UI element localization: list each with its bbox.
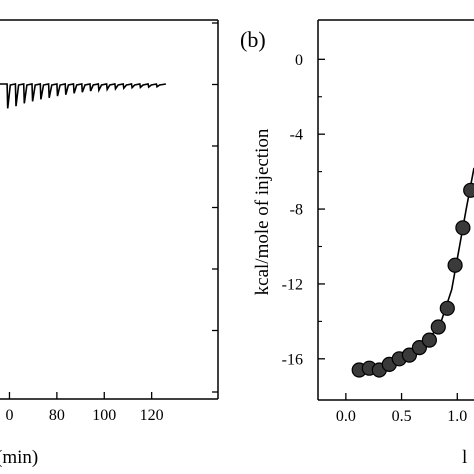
panel-b-y-tick-label: -8 [290, 202, 303, 219]
panel-a-x-tick-label: 120 [140, 407, 164, 424]
panel-a-x-tick-label: 100 [92, 407, 116, 424]
panel-b-data-point [455, 220, 471, 236]
panel-b-data-point [401, 347, 417, 363]
panel-a-x-ticklabels: 0 80 100 120 [5, 407, 163, 424]
panel-b-x-ticklabels: 0.0 0.5 1.0 [336, 408, 467, 425]
panel-b-data-point [421, 332, 437, 348]
panel-b-y-tick-label: -16 [282, 351, 303, 368]
panel-a-right-ticks [212, 22, 218, 393]
panel-b-x-tick-label: 1.0 [447, 408, 467, 425]
panel-b-label: (b) [240, 27, 266, 52]
panel-b-data-point [430, 319, 446, 335]
panel-b-y-tick-label: 0 [295, 52, 303, 69]
panel-b-x-tick-label: 0.5 [392, 408, 412, 425]
panel-b-x-ticks [345, 393, 458, 400]
panel-b: (b) 0 -4 -8 -12 -16 0.0 0.5 1.0 kcal/mole of i… [240, 19, 474, 468]
panel-a-thermogram-trace [0, 83, 167, 109]
panel-a-x-axis-title: (min) [0, 447, 38, 468]
panel-a: 0 80 100 120 (min) [0, 19, 219, 468]
panel-b-data-point [447, 257, 463, 273]
panel-a-x-tick-label: 0 [5, 407, 13, 424]
panel-b-data-point [411, 340, 427, 356]
panel-b-data-points [351, 182, 474, 378]
panel-a-x-ticks [8, 392, 153, 399]
panel-b-y-tick-label: -12 [282, 276, 303, 293]
panel-b-y-ticklabels: 0 -4 -8 -12 -16 [282, 52, 303, 369]
panel-b-data-point [463, 182, 474, 198]
panel-b-y-tick-label: -4 [290, 127, 303, 144]
panel-b-y-axis-title: kcal/mole of injection [252, 128, 273, 295]
panel-b-x-tick-label: 0.0 [336, 408, 356, 425]
panel-b-data-point [439, 300, 455, 316]
panel-a-x-tick-label: 80 [49, 407, 65, 424]
panel-b-y-ticks [318, 58, 325, 360]
panel-b-x-axis-title-fragment: l [462, 447, 467, 468]
